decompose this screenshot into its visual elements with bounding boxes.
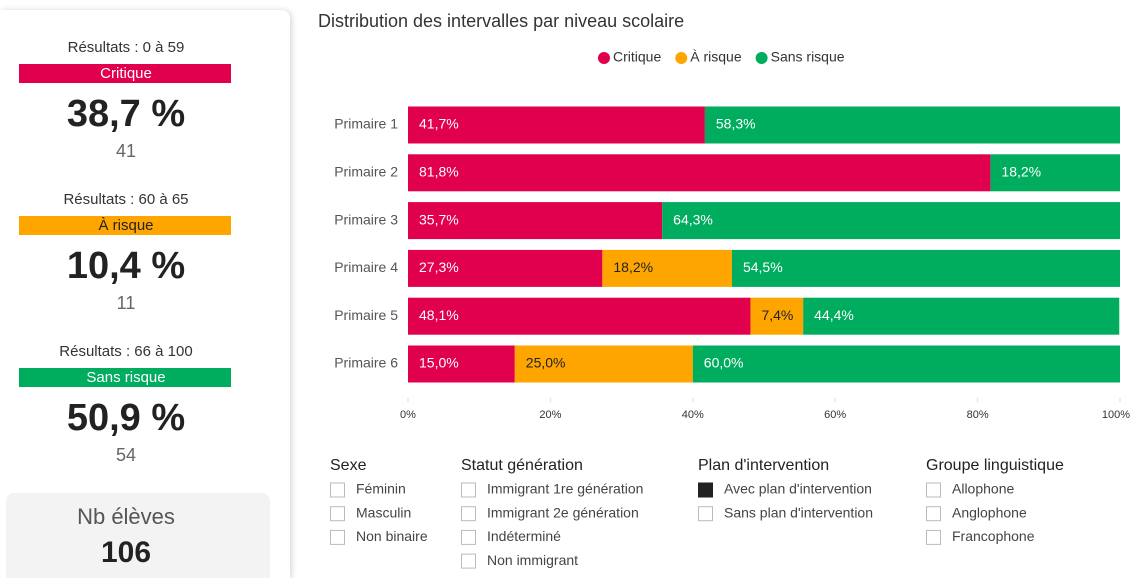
x-tick-label: 20%: [539, 409, 561, 421]
value-label: 7,4%: [761, 307, 793, 323]
legend-label: Sans risque: [771, 49, 845, 65]
value-label: 48,1%: [419, 307, 459, 323]
kpi-panel: [0, 10, 290, 578]
band-label: À risque: [98, 217, 153, 234]
legend-label: Critique: [613, 49, 661, 65]
legend-marker: [598, 52, 610, 64]
value-label: 18,2%: [1001, 164, 1041, 180]
filter-option[interactable]: Indéterminé: [487, 528, 561, 544]
filter-title: Plan d'intervention: [698, 457, 829, 474]
filter-option[interactable]: Féminin: [356, 481, 406, 497]
band: [19, 368, 231, 387]
band-label: Sans risque: [86, 369, 165, 386]
checkbox[interactable]: [926, 482, 941, 498]
checkbox[interactable]: [926, 529, 941, 545]
percent: 10,4 %: [67, 245, 185, 287]
value-label: 64,3%: [673, 211, 713, 227]
filter-title: Statut génération: [461, 457, 583, 474]
value-label: 25,0%: [526, 355, 566, 371]
filter-option[interactable]: Masculin: [356, 504, 411, 520]
range-label: Résultats : 0 à 59: [68, 39, 185, 56]
bar-segment: [408, 345, 515, 383]
count: 11: [117, 293, 136, 313]
filter-option[interactable]: Sans plan d'intervention: [724, 504, 873, 520]
value-label: 41,7%: [419, 116, 459, 132]
x-tick-label: 60%: [824, 409, 846, 421]
bar-segment: [408, 106, 705, 144]
x-tick-label: 40%: [682, 409, 704, 421]
filter-option[interactable]: Non immigrant: [487, 552, 578, 568]
bar-segment: [662, 202, 1120, 240]
band: [19, 216, 231, 235]
filter-option[interactable]: Non binaire: [356, 528, 428, 544]
bar-segment: [408, 202, 663, 240]
value-label: 81,8%: [419, 164, 459, 180]
total-card: [6, 493, 270, 578]
percent: 38,7 %: [67, 93, 185, 135]
value-label: 54,5%: [743, 259, 783, 275]
filter-option[interactable]: Anglophone: [952, 504, 1027, 520]
filter-option[interactable]: Allophone: [952, 481, 1014, 497]
range-label: Résultats : 66 à 100: [59, 343, 192, 360]
value-label: 44,4%: [814, 307, 854, 323]
checkbox[interactable]: [330, 506, 345, 522]
filter-option[interactable]: Immigrant 2e génération: [487, 504, 639, 520]
checkbox[interactable]: [698, 506, 713, 522]
bar-segment: [704, 106, 1120, 144]
category-label: Primaire 1: [334, 116, 398, 132]
checkbox[interactable]: [461, 529, 476, 545]
x-tick-label: 100%: [1102, 409, 1130, 421]
total-label: Nb élèves: [77, 504, 175, 529]
checkbox[interactable]: [698, 482, 713, 498]
filter-option[interactable]: Avec plan d'intervention: [724, 481, 872, 497]
checkbox[interactable]: [461, 553, 476, 569]
bar-segment: [731, 249, 1120, 287]
band: [19, 64, 231, 83]
category-label: Primaire 4: [334, 259, 398, 275]
value-label: 58,3%: [716, 116, 756, 132]
checkbox[interactable]: [330, 529, 345, 545]
checkbox[interactable]: [461, 482, 476, 498]
bar-segment: [803, 297, 1120, 335]
bar-segment: [750, 297, 804, 335]
value-label: 60,0%: [704, 355, 744, 371]
bar-segment: [408, 249, 603, 287]
legend-marker: [675, 52, 688, 64]
x-tick-label: 80%: [967, 409, 989, 421]
bar-segment: [408, 154, 991, 192]
percent: 50,9 %: [67, 397, 185, 439]
value-label: 15,0%: [419, 355, 459, 371]
filter-option[interactable]: Immigrant 1re génération: [487, 481, 643, 497]
checkbox[interactable]: [461, 506, 476, 522]
filter-option[interactable]: Francophone: [952, 528, 1035, 544]
x-tick-label: 0%: [400, 409, 416, 421]
checkbox[interactable]: [330, 482, 345, 498]
category-label: Primaire 2: [334, 164, 398, 180]
count: 54: [116, 445, 136, 465]
category-label: Primaire 6: [334, 355, 398, 371]
value-label: 27,3%: [419, 259, 459, 275]
category-label: Primaire 3: [334, 211, 398, 227]
bar-segment: [990, 154, 1120, 192]
bar-segment: [692, 345, 1120, 383]
category-label: Primaire 5: [334, 307, 398, 323]
range-label: Résultats : 60 à 65: [63, 191, 188, 208]
filter-title: Groupe linguistique: [926, 457, 1064, 474]
value-label: 35,7%: [419, 211, 459, 227]
count: 41: [116, 141, 136, 161]
bar-segment: [514, 345, 693, 383]
legend-label: À risque: [690, 49, 742, 65]
checkbox[interactable]: [926, 506, 941, 522]
bar-segment: [602, 249, 732, 287]
band-label: Critique: [100, 65, 152, 82]
value-label: 18,2%: [613, 259, 653, 275]
bar-segment: [408, 297, 751, 335]
chart-title: Distribution des intervalles par niveau …: [318, 11, 684, 31]
total-value: 106: [101, 536, 151, 569]
legend-marker: [755, 52, 768, 64]
filter-title: Sexe: [330, 457, 367, 474]
